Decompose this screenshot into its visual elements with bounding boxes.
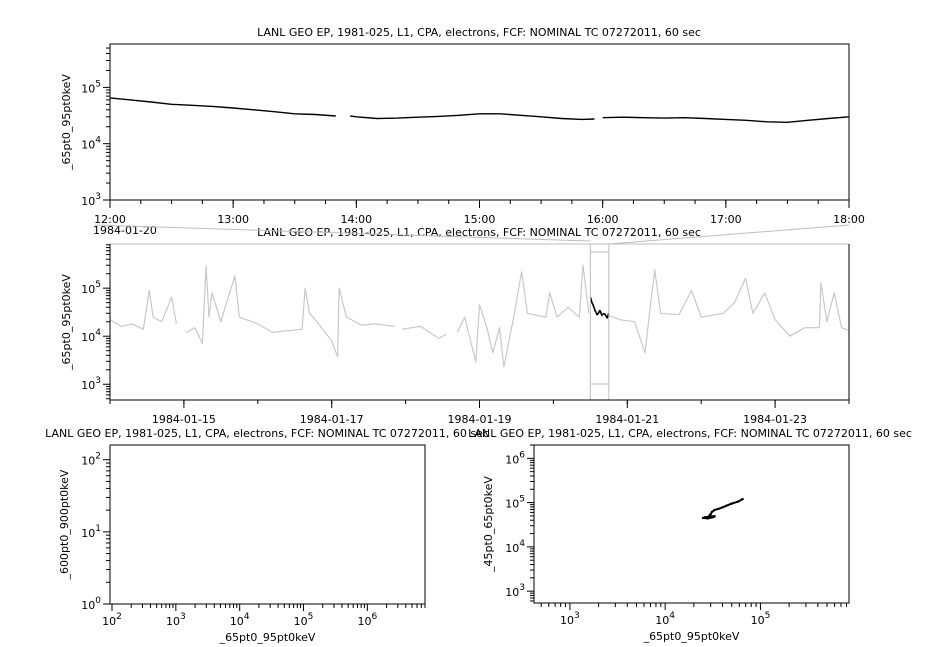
- x-tick-label: 105: [751, 611, 771, 627]
- y-axis-label: _65pt0_95pt0keV: [60, 74, 73, 171]
- y-tick-label: 104: [81, 136, 101, 152]
- y-tick-label: 102: [81, 452, 101, 468]
- x-tick-label: 106: [357, 612, 377, 628]
- y-axis-label: _45pt0_65pt0keV: [482, 476, 495, 573]
- x-tick-label: 1984-01-23: [743, 413, 807, 426]
- x-tick-label: 104: [230, 612, 250, 628]
- panel-scatter-right: LANL GEO EP, 1981-025, L1, CPA, electron…: [468, 427, 912, 643]
- highlight-series-line: [589, 296, 610, 319]
- data-point: [725, 504, 728, 507]
- panel-scatter-left: LANL GEO EP, 1981-025, L1, CPA, electron…: [45, 427, 489, 644]
- chart-title: LANL GEO EP, 1981-025, L1, CPA, electron…: [257, 226, 701, 239]
- y-tick-label: 104: [505, 539, 525, 555]
- x-tick-label: 15:00: [464, 213, 496, 226]
- x-tick-label: 103: [166, 612, 186, 628]
- plot-frame: [109, 43, 850, 201]
- zoom-connector-right: [608, 224, 850, 245]
- chart-title: LANL GEO EP, 1981-025, L1, CPA, electron…: [257, 26, 701, 39]
- x-tick-label: 1984-01-21: [595, 413, 659, 426]
- data-point: [712, 515, 715, 519]
- y-tick-label: 105: [505, 495, 525, 511]
- y-tick-label: 103: [81, 192, 101, 208]
- zoom-range-box: [589, 243, 610, 401]
- x-tick-label: 16:00: [587, 213, 619, 226]
- zoom-connector-left: [94, 224, 591, 242]
- data-point: [706, 517, 709, 520]
- data-point: [730, 502, 733, 505]
- x-tick-label: 104: [655, 611, 675, 627]
- x-tick-label: 103: [560, 611, 580, 627]
- y-tick-label: 105: [81, 79, 101, 95]
- y-tick-label: 103: [81, 376, 101, 392]
- data-point: [713, 508, 716, 512]
- chart-title: LANL GEO EP, 1981-025, L1, CPA, electron…: [468, 427, 912, 440]
- x-tick-label: 102: [102, 612, 122, 628]
- x-tick-label: 1984-01-15: [152, 413, 216, 426]
- data-point: [709, 512, 712, 516]
- x-axis-label: _65pt0_95pt0keV: [643, 630, 740, 643]
- data-point: [721, 506, 724, 509]
- x-tick-label: 105: [294, 612, 314, 628]
- data-point: [741, 497, 744, 501]
- x-tick-label: 13:00: [217, 213, 249, 226]
- x-tick-label: 18:00: [833, 213, 865, 226]
- x-date-label: 1984-01-20: [93, 224, 157, 237]
- data-point: [736, 500, 740, 503]
- data-point: [710, 510, 714, 513]
- y-tick-label: 103: [505, 583, 525, 599]
- data-point: [716, 507, 720, 511]
- x-tick-label: 1984-01-17: [300, 413, 364, 426]
- panel-top: LANL GEO EP, 1981-025, L1, CPA, electron…: [60, 26, 865, 237]
- x-tick-label: 12:00: [94, 213, 126, 226]
- chart-title: LANL GEO EP, 1981-025, L1, CPA, electron…: [45, 427, 489, 440]
- series-line: [109, 97, 850, 123]
- y-axis-label: _65pt0_95pt0keV: [60, 274, 73, 371]
- data-point: [703, 516, 706, 519]
- plot-frame: [109, 444, 426, 605]
- x-tick-label: 17:00: [710, 213, 742, 226]
- data-point: [708, 515, 711, 518]
- y-tick-label: 100: [81, 596, 101, 612]
- y-axis-label: _600pt0_900pt0keV: [58, 469, 71, 580]
- panel-overview: LANL GEO EP, 1981-025, L1, CPA, electron…: [60, 224, 850, 426]
- y-tick-label: 104: [81, 328, 101, 344]
- series-line: [109, 264, 850, 368]
- y-tick-label: 105: [81, 280, 101, 296]
- x-axis-label: _65pt0_95pt0keV: [219, 631, 316, 644]
- y-tick-label: 106: [505, 450, 525, 466]
- y-tick-label: 101: [81, 524, 101, 540]
- x-tick-label: 1984-01-19: [448, 413, 512, 426]
- plot-frame: [533, 444, 850, 604]
- x-tick-label: 14:00: [340, 213, 372, 226]
